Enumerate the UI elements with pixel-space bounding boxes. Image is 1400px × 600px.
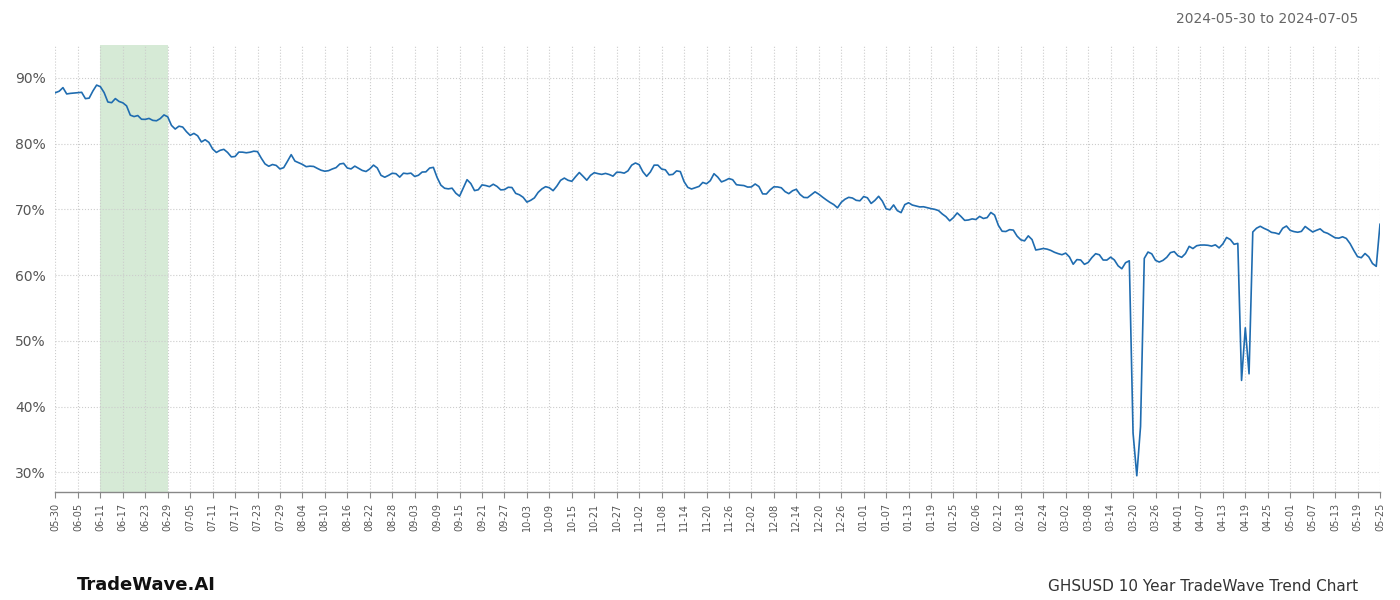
Text: GHSUSD 10 Year TradeWave Trend Chart: GHSUSD 10 Year TradeWave Trend Chart [1047, 579, 1358, 594]
Bar [101, 45, 168, 492]
Text: TradeWave.AI: TradeWave.AI [77, 576, 216, 594]
Text: 2024-05-30 to 2024-07-05: 2024-05-30 to 2024-07-05 [1176, 12, 1358, 26]
